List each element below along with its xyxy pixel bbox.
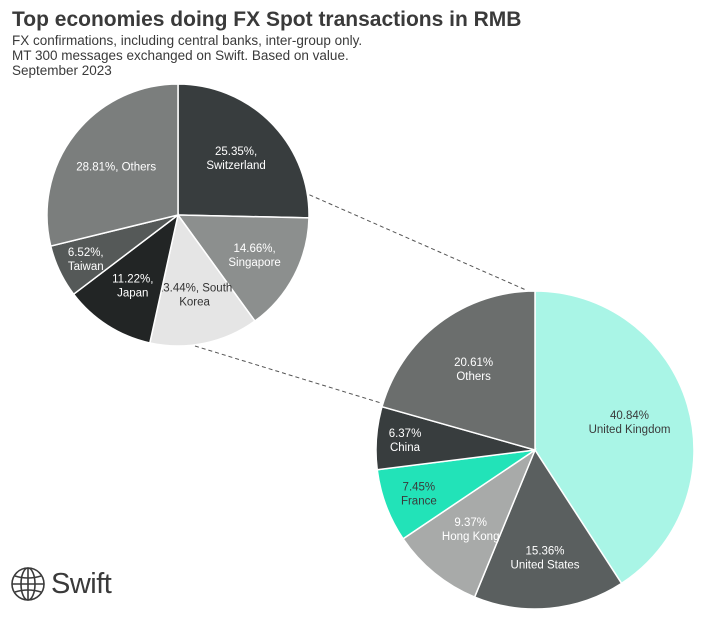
pie-slice-others xyxy=(46,83,179,247)
data-label-singapore: Singapore xyxy=(228,257,280,269)
data-label-united-states: United States xyxy=(511,560,580,572)
pie-slice-united-states xyxy=(473,448,623,610)
data-label-hong-kong: Hong Kong xyxy=(442,531,500,543)
pie-slice-others xyxy=(381,290,536,451)
data-label-taiwan: 6.52%, xyxy=(68,247,104,259)
data-label-france: France xyxy=(401,496,437,508)
data-label-singapore: 14.66%, xyxy=(233,243,275,255)
data-label-others: 28.81%, Others xyxy=(76,161,156,173)
pie-chart-economies-excl-uk: 25.35%, Switzerland 14.66%, Singapore 13.44%… xyxy=(46,83,310,347)
data-label-switzerland: 25.35%, xyxy=(215,146,257,158)
data-label-others: Others xyxy=(456,371,491,383)
pie-chart-all-economies: 40.84% United Kingdom 15.36% United States 9… xyxy=(375,290,695,610)
data-label-united-kingdom: United Kingdom xyxy=(589,424,671,436)
connector-lines xyxy=(194,191,527,404)
data-label-china: China xyxy=(390,442,421,454)
globe-icon xyxy=(11,567,45,601)
chart-subtitle: FX confirmations, including central bank… xyxy=(12,33,363,48)
pie-slice-singapore xyxy=(176,214,310,323)
connector-line xyxy=(302,191,527,291)
pie-slice-hong-kong xyxy=(402,447,537,599)
pie-slice-switzerland xyxy=(177,83,310,219)
data-label-united-kingdom: 40.84% xyxy=(610,410,649,422)
chart-title: Top economies doing FX Spot transactions… xyxy=(12,8,522,31)
data-label-japan: 11.22%, xyxy=(112,274,153,286)
data-label-united-states: 15.36% xyxy=(526,546,565,558)
data-label-japan: Japan xyxy=(117,288,148,300)
pie-slice-japan xyxy=(72,213,180,344)
data-label-france: 7.45% xyxy=(403,482,436,494)
data-label-switzerland: Switzerland xyxy=(206,160,265,172)
logo-text: Swift xyxy=(51,567,112,600)
data-label-china: 6.37% xyxy=(389,428,422,440)
data-label-others: 20.61% xyxy=(454,357,493,369)
data-label-south-korea: 13.44%, South xyxy=(157,283,232,295)
chart-date: September 2023 xyxy=(12,63,112,78)
data-label-taiwan: Taiwan xyxy=(68,261,104,273)
chart-subtitle: MT 300 messages exchanged on Swift. Base… xyxy=(12,48,349,63)
data-label-south-korea: Korea xyxy=(179,297,210,309)
data-label-hong-kong: 9.37% xyxy=(454,517,487,529)
connector-line xyxy=(194,345,382,404)
swift-logo: Swift xyxy=(10,566,112,602)
pie-slice-south-korea xyxy=(148,213,256,347)
